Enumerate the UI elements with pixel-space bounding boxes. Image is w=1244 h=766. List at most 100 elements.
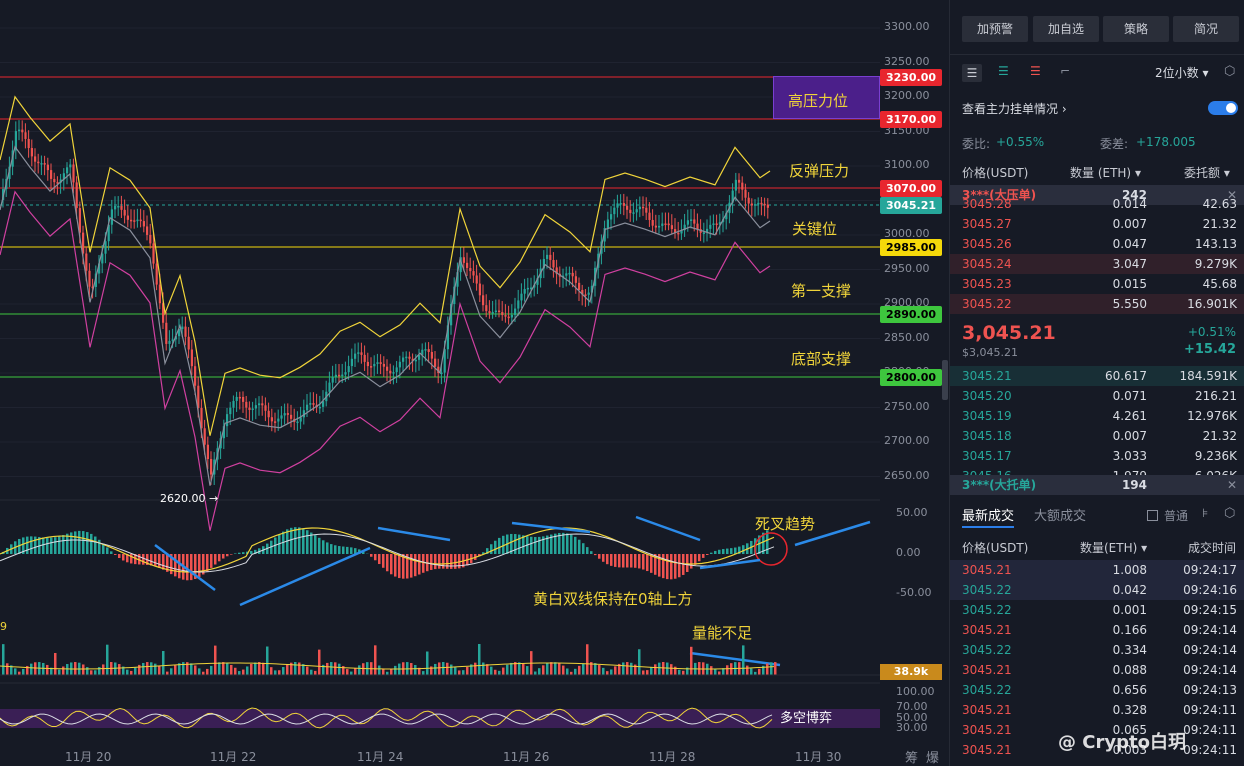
candle-body xyxy=(731,190,734,203)
macd-bar xyxy=(478,554,481,557)
ask-row[interactable]: 3045.28 0.014 42.63 xyxy=(950,194,1244,214)
tab-large-trades[interactable]: 大额成交 xyxy=(1034,509,1087,524)
candle-body xyxy=(389,370,392,374)
volume-bar xyxy=(542,665,545,675)
row-price: 3045.24 xyxy=(962,257,1012,271)
candle-body xyxy=(565,273,568,276)
trade-row[interactable]: 3045.22 0.001 09:24:15 xyxy=(950,600,1244,620)
macd-bar xyxy=(34,536,37,554)
trade-col-qty[interactable]: 数量(ETH) ▾ xyxy=(1080,541,1148,555)
precision-select[interactable]: 2位小数 ▾ xyxy=(1155,64,1209,81)
lower-band xyxy=(0,190,771,531)
volume-bar xyxy=(218,662,221,675)
depth-icon[interactable]: ⌐ xyxy=(1060,64,1071,78)
row-quantity: 0.065 xyxy=(1112,723,1147,737)
book-both-icon[interactable]: ☰ xyxy=(962,64,982,82)
ask-row[interactable]: 3045.27 0.007 21.32 xyxy=(950,214,1244,234)
macd-bar xyxy=(634,554,637,568)
scroll-handle[interactable] xyxy=(942,360,948,400)
trade-row[interactable]: 3045.22 0.656 09:24:13 xyxy=(950,680,1244,700)
volume-bar xyxy=(342,666,345,675)
macd-bar xyxy=(606,554,609,565)
volume-ma-line xyxy=(0,662,775,670)
macd-bar xyxy=(150,554,153,566)
candle-body xyxy=(629,209,632,214)
volume-bar xyxy=(166,671,169,675)
volume-bar xyxy=(326,662,329,675)
big-ask-row[interactable]: 3***(大压单) 242 ✕ xyxy=(950,185,1244,205)
volume-bar xyxy=(234,667,237,675)
strategy-button[interactable]: 策略 xyxy=(1103,16,1169,42)
candle-body xyxy=(357,352,360,354)
candle-body xyxy=(651,219,654,226)
bid-row[interactable]: 3045.17 3.033 9.236K xyxy=(950,446,1244,466)
precision-value: 2位小数 xyxy=(1155,66,1199,80)
ask-row[interactable]: 3045.22 5.550 16.901K xyxy=(950,294,1244,314)
candle-body xyxy=(360,352,363,355)
col-amount-header[interactable]: 委托额 ▾ xyxy=(1184,166,1230,180)
price-tick: 2650.00 xyxy=(884,468,930,482)
price-chart[interactable]: 3300.003250.003200.003150.003100.003050.… xyxy=(0,0,948,766)
volume-bar xyxy=(6,663,9,675)
tab-latest-trades[interactable]: 最新成交 xyxy=(962,509,1015,524)
macd-bar xyxy=(406,554,409,579)
trade-row[interactable]: 3045.21 0.088 09:24:14 xyxy=(950,660,1244,680)
volume-bar xyxy=(254,662,257,675)
candle-body xyxy=(72,164,75,183)
main-orders-toggle[interactable] xyxy=(1208,101,1238,115)
candle-body xyxy=(334,374,337,377)
candle-body xyxy=(434,358,437,367)
book-bids-icon[interactable]: ☰ xyxy=(998,64,1009,78)
macd-bar xyxy=(630,554,633,568)
bid-row[interactable]: 3045.18 0.007 21.32 xyxy=(950,426,1244,446)
row-price: 3045.21 xyxy=(962,369,1012,383)
ask-row[interactable]: 3045.23 0.015 45.68 xyxy=(950,274,1244,294)
volume-bar xyxy=(662,662,665,675)
settings-icon[interactable]: ⬡ xyxy=(1224,506,1236,521)
normal-checkbox[interactable] xyxy=(1147,510,1158,521)
bid-row[interactable]: 3045.19 4.261 12.976K xyxy=(950,406,1244,426)
liquidation-icon[interactable]: 爆 xyxy=(926,751,940,766)
bid-row[interactable]: 3045.21 60.617 184.591K xyxy=(950,366,1244,386)
bid-row[interactable]: 3045.20 0.071 216.21 xyxy=(950,386,1244,406)
add-alert-button[interactable]: 加预警 xyxy=(962,16,1028,42)
candle-body xyxy=(123,209,126,216)
filter-icon[interactable]: ⊧ xyxy=(1202,506,1209,520)
trade-row[interactable]: 3045.21 0.166 09:24:14 xyxy=(950,620,1244,640)
chart-canvas[interactable] xyxy=(0,0,948,766)
book-asks-icon[interactable]: ☰ xyxy=(1030,64,1041,78)
add-watchlist-button[interactable]: 加自选 xyxy=(1033,16,1099,42)
settings-icon[interactable]: ⬡ xyxy=(1224,64,1236,79)
chips-icon[interactable]: 筹 xyxy=(905,751,919,766)
candle-body xyxy=(398,361,401,368)
macd-bar xyxy=(562,532,565,554)
price-tick: 3300.00 xyxy=(884,20,930,33)
trade-row[interactable]: 3045.22 0.042 09:24:16 xyxy=(950,580,1244,600)
volume-bar xyxy=(362,663,365,675)
volume-bar xyxy=(270,667,273,675)
big-bid-row[interactable]: 3***(大托单) 194 ✕ xyxy=(950,475,1244,495)
ask-row[interactable]: 3045.26 0.047 143.13 xyxy=(950,234,1244,254)
candle-body xyxy=(165,322,168,344)
trade-row[interactable]: 3045.21 1.008 09:24:17 xyxy=(950,560,1244,580)
volume-bar xyxy=(266,646,269,675)
trade-row[interactable]: 3045.22 0.334 09:24:14 xyxy=(950,640,1244,660)
main-orders-link[interactable]: 查看主力挂单情况 › xyxy=(962,102,1067,116)
close-icon[interactable]: ✕ xyxy=(1226,188,1237,202)
trade-col-time: 成交时间 xyxy=(1187,541,1236,555)
trade-col-price: 价格(USDT) xyxy=(962,541,1029,555)
volume-bar xyxy=(62,666,65,675)
candle-body xyxy=(734,179,737,191)
trade-row[interactable]: 3045.21 0.003 09:24:11 xyxy=(950,740,1244,760)
candle-body xyxy=(142,221,145,227)
volume-bar xyxy=(566,668,569,675)
ask-row[interactable]: 3045.24 3.047 9.279K xyxy=(950,254,1244,274)
volume-bar xyxy=(34,662,37,675)
macd-bar xyxy=(254,549,257,554)
trade-row[interactable]: 3045.21 0.328 09:24:11 xyxy=(950,700,1244,720)
volume-bar xyxy=(454,667,457,675)
overview-button[interactable]: 简况 xyxy=(1173,16,1239,42)
col-qty-header[interactable]: 数量 (ETH) ▾ xyxy=(1070,166,1141,180)
close-icon[interactable]: ✕ xyxy=(1226,478,1237,492)
trade-row[interactable]: 3045.21 0.065 09:24:11 xyxy=(950,720,1244,740)
